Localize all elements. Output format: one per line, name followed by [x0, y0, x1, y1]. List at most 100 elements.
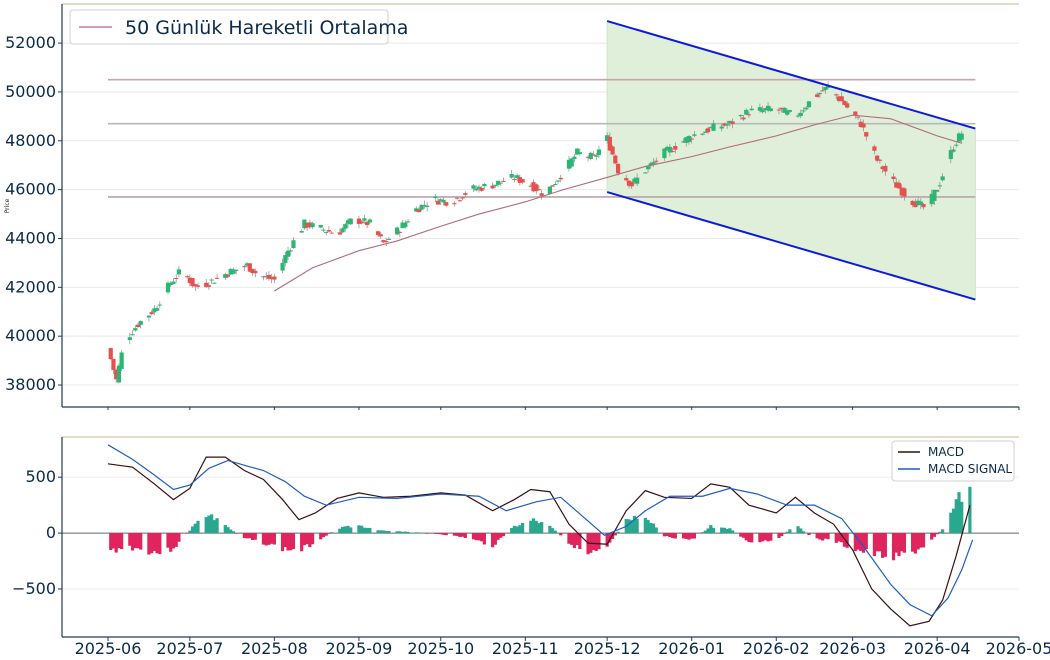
candle-body: [455, 197, 460, 199]
macd-histogram-bar: [204, 517, 208, 534]
candle-body: [247, 263, 252, 272]
macd-histogram-bar: [128, 533, 132, 546]
candle-body: [725, 124, 730, 126]
candle-body: [569, 158, 574, 167]
macd-histogram-bar: [406, 531, 410, 534]
macd-histogram-bar: [177, 533, 181, 542]
macd-legend-label: MACD SIGNAL: [928, 462, 1012, 476]
macd-ytick-label: 500: [25, 467, 56, 486]
macd-histogram-bar: [556, 533, 560, 534]
candle-body: [684, 137, 689, 143]
candle-body: [272, 276, 277, 280]
candle-body: [744, 109, 749, 115]
candle-body: [520, 179, 525, 183]
candle-body: [596, 149, 602, 156]
candle-body: [416, 209, 422, 213]
candle-body: [558, 177, 563, 180]
candle-body: [910, 200, 915, 206]
macd-histogram-bar: [739, 533, 743, 537]
candle-body: [422, 204, 427, 206]
candle-body: [738, 115, 743, 117]
macd-histogram-bar: [357, 525, 361, 534]
candle-body: [948, 150, 953, 160]
candle-body: [111, 358, 116, 371]
macd-histogram-bar: [463, 533, 467, 538]
candle-body: [405, 221, 411, 223]
macd-histogram-bar: [785, 531, 789, 534]
macd-histogram-bar: [807, 533, 811, 535]
candle-body: [643, 172, 648, 174]
candle-body: [345, 220, 351, 224]
candle-body: [801, 110, 806, 112]
macd-histogram-bar: [709, 525, 713, 534]
candle-body: [853, 111, 858, 116]
macd-histogram-bar: [916, 533, 920, 550]
macd-histogram-bar: [242, 533, 246, 538]
candle-body: [321, 229, 326, 231]
macd-histogram-bar: [594, 533, 598, 551]
candle-body: [891, 176, 896, 180]
candle-body: [326, 230, 332, 232]
candle-body: [531, 182, 536, 192]
candle-body: [626, 180, 632, 186]
macd-histogram-bar: [616, 531, 620, 534]
candle-body: [877, 159, 882, 161]
candle-body: [662, 148, 667, 159]
macd-histogram-bar: [120, 533, 124, 550]
macd-line: [107, 456, 971, 627]
macd-histogram-bar: [872, 533, 877, 557]
macd-histogram-bar: [272, 533, 276, 545]
candle-body: [776, 109, 782, 111]
candle-body: [384, 241, 389, 243]
macd-histogram-bar: [804, 532, 808, 534]
candle-body: [157, 304, 162, 306]
macd-histogram-bar: [897, 533, 901, 557]
macd-histogram-bar: [490, 533, 495, 548]
candle-body: [444, 202, 449, 206]
candle-body: [307, 222, 312, 228]
macd-histogram-bar: [188, 530, 192, 534]
price-legend-label: 50 Günlük Hareketli Ortalama: [125, 17, 408, 39]
macd-histogram-bar: [212, 520, 216, 534]
macd-histogram-bar: [499, 533, 503, 538]
candle-body: [956, 133, 962, 142]
candle-body: [610, 146, 615, 155]
macd-histogram-bar: [559, 533, 563, 536]
candle-body: [231, 269, 236, 274]
x-axis: 2025-06 2025-07 2025-08 2025-09 2025-10 2025-…: [75, 637, 1050, 658]
candle-body: [435, 200, 441, 205]
macd-histogram-bar: [845, 533, 849, 548]
macd-histogram-bar: [158, 533, 162, 555]
candle-body: [665, 146, 670, 151]
macd-histogram-bar: [681, 533, 686, 539]
candle-body: [165, 282, 171, 293]
macd-histogram-bar: [632, 515, 637, 534]
candle-body: [329, 232, 334, 234]
candle-body: [305, 222, 310, 228]
candle-body: [932, 189, 937, 201]
candle-body: [359, 221, 364, 224]
macd-histogram-bar: [818, 533, 822, 540]
price-ytick-label: 52000: [5, 33, 56, 52]
candle-body: [135, 324, 141, 328]
candle-body: [705, 128, 711, 133]
candle-body: [539, 193, 544, 196]
xtick-label: 2025-08: [241, 639, 308, 658]
macd-histogram-bar: [728, 528, 732, 534]
candle-body: [234, 269, 239, 272]
candle-body: [632, 178, 637, 183]
candle-body: [585, 156, 591, 158]
candle-body: [310, 223, 315, 228]
macd-legend-box: [891, 440, 1015, 482]
macd-histogram-bar: [531, 518, 536, 534]
macd-histogram-bar: [267, 533, 271, 545]
candle-body: [280, 262, 285, 271]
macd-histogram-bar: [900, 533, 904, 552]
candle-body: [356, 218, 362, 224]
candle-body: [913, 201, 918, 208]
macd-histogram-bar: [864, 533, 868, 550]
macd-histogram-bar: [425, 533, 429, 534]
macd-histogram-bar: [875, 533, 879, 552]
macd-histogram-bar: [548, 525, 552, 534]
